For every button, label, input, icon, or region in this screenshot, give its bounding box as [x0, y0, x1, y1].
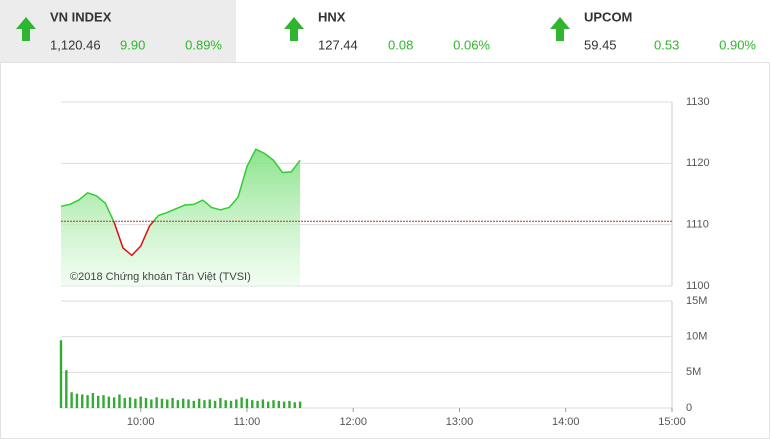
price-line — [60, 148, 301, 257]
volume-bar — [288, 400, 291, 408]
volume-bar — [298, 401, 302, 408]
index-value: 59.45 — [584, 37, 617, 52]
y-tick-label: 5M — [686, 366, 701, 378]
volume-bar — [86, 395, 89, 408]
x-tick-label: 10:00 — [127, 416, 155, 428]
volume-bar — [245, 398, 249, 408]
up-arrow — [550, 17, 570, 41]
up-arrow — [284, 17, 304, 41]
volume-bar — [171, 398, 174, 408]
volume-bar — [107, 396, 111, 408]
volume-bar — [197, 398, 201, 408]
x-tick-label: 12:00 — [339, 416, 367, 428]
y-tick-label: 1120 — [686, 157, 710, 169]
volume-bar — [112, 397, 116, 408]
volume-bar — [261, 399, 265, 408]
y-tick-label: 1100 — [686, 280, 710, 292]
volume-bar — [118, 394, 121, 408]
x-tick-label: 13:00 — [446, 416, 474, 428]
x-tick-label: 15:00 — [658, 416, 686, 428]
volume-bar — [251, 400, 254, 408]
volume-bar — [219, 398, 222, 408]
index-name: VN INDEX — [50, 9, 112, 24]
volume-bar — [229, 400, 233, 408]
volume-bar — [96, 395, 100, 408]
volume-bar — [182, 398, 185, 408]
index-value: 1,120.46 — [50, 37, 101, 52]
volume-bar — [208, 399, 211, 408]
volume-bar — [65, 370, 68, 408]
volume-bar — [91, 393, 95, 408]
index-change: 9.90 — [120, 37, 145, 52]
y-tick-label: 0 — [686, 402, 692, 414]
volume-bar — [150, 399, 153, 408]
volume-bar — [272, 400, 275, 408]
y-tick-label: 1130 — [686, 96, 710, 108]
y-tick-label: 10M — [686, 331, 707, 343]
volume-bar — [192, 400, 196, 408]
x-tick-label: 14:00 — [552, 416, 580, 428]
active-tab-bg — [0, 0, 236, 62]
volume-bar — [139, 396, 142, 408]
volume-bar — [282, 401, 286, 408]
index-name: HNX — [318, 9, 346, 24]
volume-bar — [160, 398, 164, 408]
volume-bar — [59, 340, 63, 408]
volume-bar — [293, 402, 296, 408]
volume-bar — [70, 392, 73, 408]
y-tick-label: 1110 — [686, 219, 709, 231]
price-area — [61, 149, 301, 286]
volume-bar — [134, 398, 137, 408]
volume-bar — [166, 399, 169, 408]
up-arrow — [16, 17, 36, 41]
volume-bar — [187, 399, 190, 408]
watermark: ©2018 Chứng khoán Tân Việt (TVSI) — [70, 271, 251, 283]
x-tick-label: 11:00 — [234, 416, 261, 428]
index-percent: 0.89% — [185, 37, 222, 52]
volume-bar — [213, 400, 217, 408]
volume-bar — [277, 400, 281, 408]
index-percent: 0.90% — [719, 37, 756, 52]
volume-bar — [224, 400, 227, 408]
index-value: 127.44 — [318, 37, 358, 52]
volume-bar — [240, 397, 243, 408]
volume-bar — [128, 397, 132, 408]
volume-bar — [155, 397, 158, 408]
volume-bar — [203, 400, 206, 408]
index-change: 0.53 — [654, 37, 679, 52]
volume-bar — [256, 400, 259, 408]
volume-bar — [81, 394, 84, 408]
index-change: 0.08 — [388, 37, 413, 52]
volume-bar — [123, 398, 126, 408]
volume-bar — [144, 398, 148, 408]
y-tick-label: 15M — [686, 295, 707, 307]
index-name: UPCOM — [584, 9, 632, 24]
volume-bar — [75, 393, 79, 408]
volume-bar — [267, 401, 270, 408]
index-percent: 0.06% — [453, 37, 490, 52]
volume-bar — [176, 400, 180, 408]
volume-bar — [102, 395, 105, 408]
volume-bar — [235, 399, 238, 408]
